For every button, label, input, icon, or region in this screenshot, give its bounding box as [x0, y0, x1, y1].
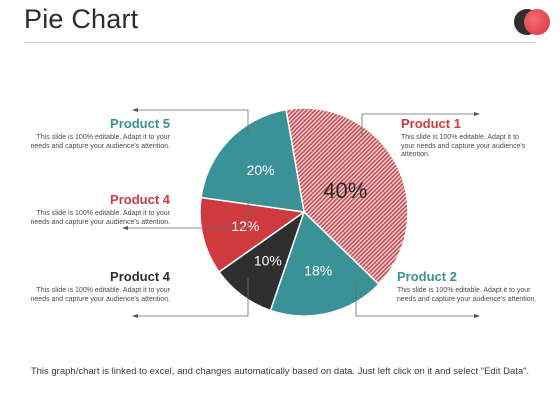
arrow-product-5	[132, 108, 138, 112]
label-product-1-title: Product 1	[401, 116, 461, 131]
pie-slice-2[interactable]	[269, 210, 380, 317]
label-product-1-desc: This slide is 100% editable. Adapt it to…	[401, 134, 526, 158]
label-product-2: Product 2 This slide is 100% editable. A…	[397, 269, 547, 304]
connector-product-5	[134, 109, 249, 134]
label-product-4-dark-title: Product 4	[110, 269, 170, 284]
slice-value-label-5: 20%	[247, 162, 275, 178]
connector-product-2	[355, 282, 478, 317]
label-product-4-red: Product 4 This slide is 100% editable. A…	[30, 192, 171, 227]
label-product-4-dark-desc: This slide is 100% editable. Adapt it to…	[30, 287, 171, 303]
slice-value-label-1: 40%	[323, 178, 367, 203]
arrow-product-4-dark	[132, 314, 138, 318]
connector-product-1	[361, 113, 478, 137]
pie-slice-5[interactable]	[200, 108, 305, 213]
label-product-2-desc: This slide is 100% editable. Adapt it to…	[397, 287, 537, 303]
label-product-4-dark: Product 4 This slide is 100% editable. A…	[30, 269, 171, 304]
slice-value-label-3: 10%	[254, 252, 282, 268]
label-product-1: Product 1 This slide is 100% editable. A…	[401, 116, 531, 160]
arrow-product-4-red	[122, 226, 128, 230]
arrow-product-1	[474, 112, 480, 116]
label-product-5: Product 5 This slide is 100% editable. A…	[30, 116, 171, 151]
pie-slice-1[interactable]	[285, 107, 409, 286]
connector-product-4-red	[124, 197, 249, 229]
arrow-product-2	[474, 314, 480, 318]
pie-slice-4[interactable]	[199, 196, 306, 273]
title-divider	[24, 42, 536, 43]
connector-product-4-dark	[134, 278, 249, 317]
page-title: Pie Chart	[24, 4, 139, 34]
logo-icon	[514, 9, 550, 35]
slice-value-label-4: 12%	[231, 218, 259, 234]
label-product-2-title: Product 2	[397, 269, 457, 284]
label-product-5-desc: This slide is 100% editable. Adapt it to…	[30, 134, 171, 150]
label-product-4-red-title: Product 4	[110, 192, 170, 207]
footer-note: This graph/chart is linked to excel, and…	[30, 366, 530, 377]
slice-value-label-2: 18%	[304, 263, 332, 279]
label-product-5-title: Product 5	[110, 116, 170, 131]
label-product-4-red-desc: This slide is 100% editable. Adapt it to…	[30, 210, 171, 226]
